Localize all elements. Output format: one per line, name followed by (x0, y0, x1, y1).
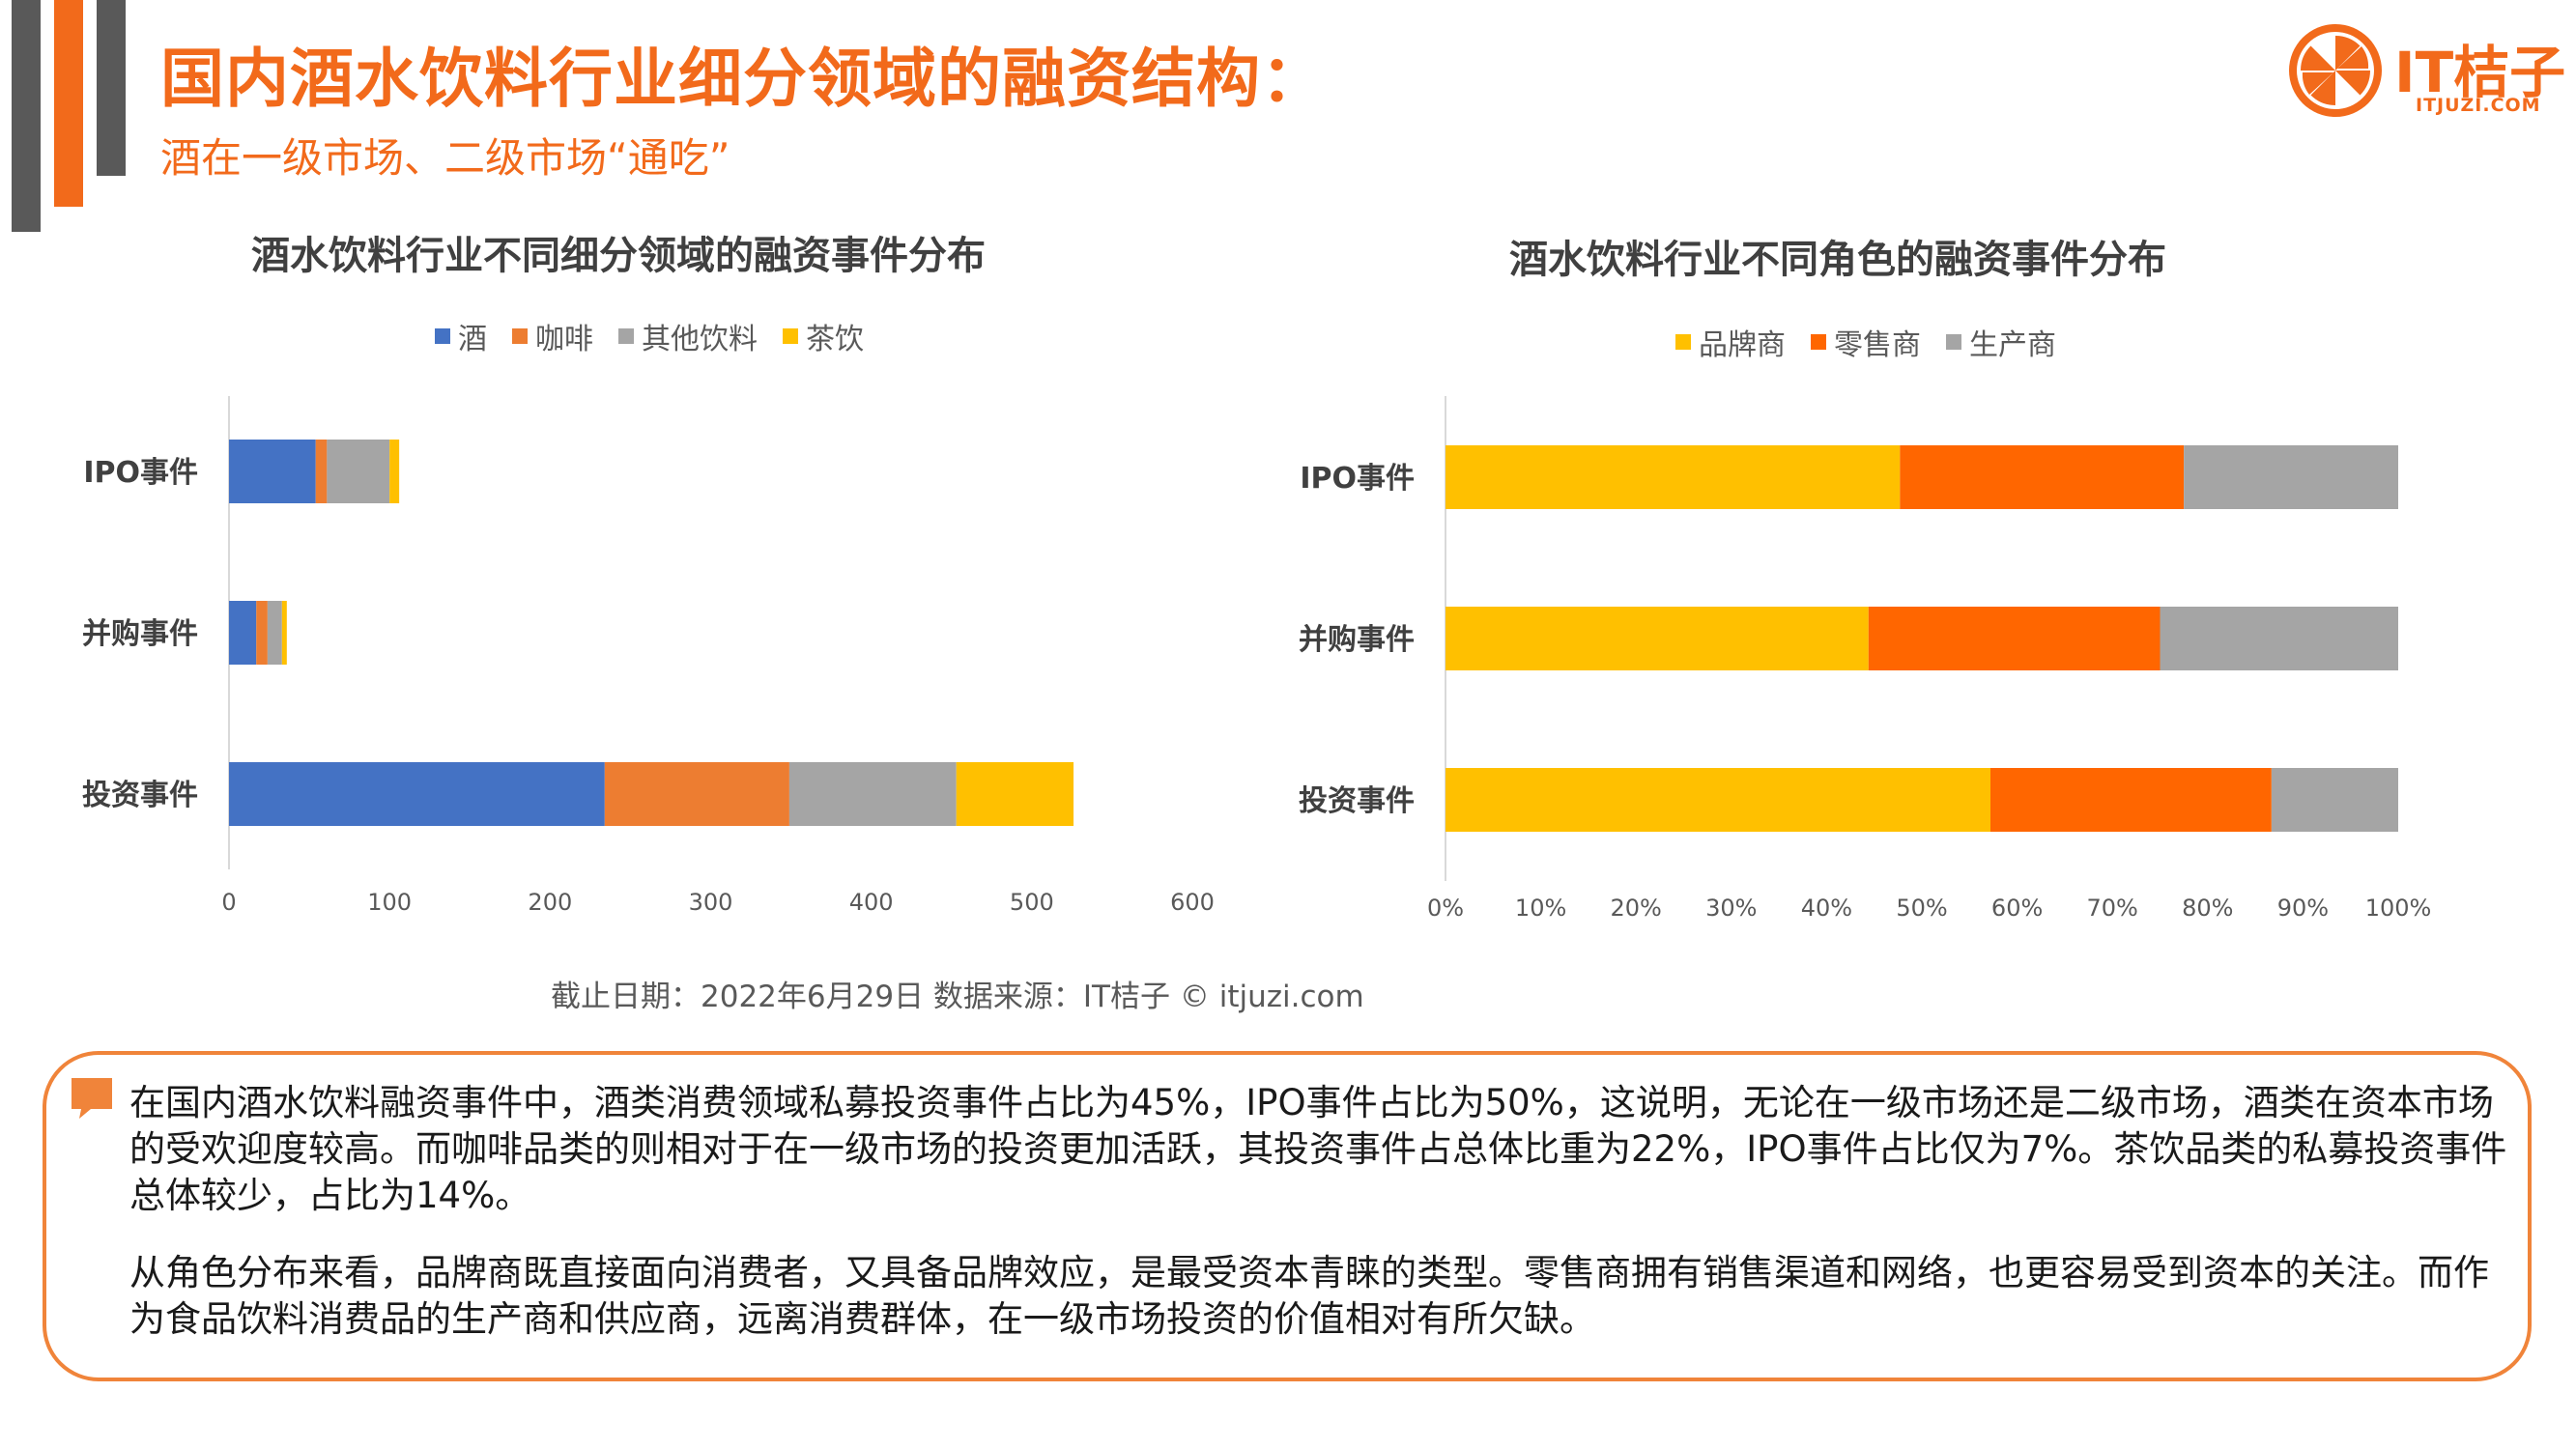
legend-item-brand: 品牌商 (1675, 321, 1786, 363)
chart-0-bar-2-2 (788, 762, 957, 826)
chart-0-bar-0-1 (315, 440, 328, 503)
chart-0-x-tick-label: 200 (528, 889, 572, 916)
chart-left-legend: 酒 咖啡 其他饮料 茶饮 (435, 315, 864, 357)
chart-1-x-tick-label: 70% (2087, 895, 2138, 922)
chart-1-x-tick-label: 100% (2365, 895, 2432, 922)
chart-1-x-tick-label: 10% (1515, 895, 1566, 922)
legend-swatch (618, 328, 634, 344)
chart-0-bar-2-1 (604, 762, 789, 826)
header-bar-gray-left (12, 0, 41, 232)
chart-1-x-tick-label: 0% (1427, 895, 1464, 922)
orange-slice-icon (2289, 24, 2382, 117)
chart-1-x-tick-label: 60% (1991, 895, 2043, 922)
page-subtitle: 酒在一级市场、二级市场“通吃” (160, 134, 730, 182)
legend-swatch (783, 328, 798, 344)
legend-item-wine: 酒 (435, 315, 487, 357)
chart-right-legend: 品牌商 零售商 生产商 (1675, 321, 2056, 363)
chart-1-bar-0-2 (2184, 445, 2398, 509)
chart-1-bar-1-1 (1868, 607, 2161, 670)
header-bar-gray-right (97, 0, 126, 176)
chart-1-x-tick-label: 40% (1801, 895, 1852, 922)
page-title: 国内酒水饮料行业细分领域的融资结构： (160, 42, 1326, 116)
chart-1-bar-2-1 (1989, 768, 2272, 832)
legend-label: 咖啡 (535, 323, 593, 356)
chart-0-x-tick-label: 600 (1170, 889, 1215, 916)
legend-label: 其他饮料 (642, 323, 758, 356)
chart-0-bar-2-3 (956, 762, 1074, 826)
chart-1-bar-0-0 (1445, 445, 1901, 509)
chart-1-category-label: 投资事件 (1299, 784, 1415, 818)
header-bar-orange (54, 0, 83, 207)
chart-0-x-tick-label: 500 (1010, 889, 1054, 916)
chart-0-bar-2-0 (229, 762, 605, 826)
chart-0-bar-1-0 (229, 601, 257, 665)
legend-label: 零售商 (1834, 328, 1921, 362)
legend-swatch (1811, 334, 1826, 350)
chart-0-x-tick-label: 0 (221, 889, 236, 916)
chart-right-title: 酒水饮料行业不同角色的融资事件分布 (1509, 238, 2166, 282)
chart-footnote: 截止日期：2022年6月29日 数据来源：IT桔子 © itjuzi.com (551, 980, 1364, 1014)
chart-1-bar-2-0 (1445, 768, 1990, 832)
legend-item-other-drinks: 其他饮料 (618, 315, 758, 357)
logo-domain: ITJUZI.COM (2416, 95, 2541, 116)
legend-item-retailer: 零售商 (1811, 321, 1921, 363)
chart-1-bar-2-2 (2271, 768, 2398, 832)
chart-0-x-tick-label: 100 (367, 889, 412, 916)
logo-text: IT桔子 (2394, 40, 2566, 105)
chart-0-bar-1-3 (281, 601, 287, 665)
summary-paragraph-2: 从角色分布来看，品牌商既直接面向消费者，又具备品牌效应，是最受资本青睐的类型。零… (129, 1252, 2489, 1340)
legend-swatch (1946, 334, 1961, 350)
summary-paragraph-1: 在国内酒水饮料融资事件中，酒类消费领域私募投资事件占比为45%，IPO事件占比为… (129, 1082, 2507, 1216)
chart-0-bar-0-3 (389, 440, 400, 503)
legend-swatch (435, 328, 450, 344)
chart-1-bar-1-2 (2160, 607, 2398, 670)
chart-0-x-tick-label: 400 (849, 889, 894, 916)
chart-0-bar-1-2 (267, 601, 282, 665)
summary-box (43, 1051, 2532, 1381)
chart-0-category-label: 并购事件 (82, 617, 198, 651)
chart-1-x-tick-label: 50% (1896, 895, 1947, 922)
chart-1-x-tick-label: 90% (2277, 895, 2329, 922)
legend-label: 茶饮 (806, 323, 864, 356)
chart-0-category-label: IPO事件 (83, 456, 198, 490)
chart-1-category-label: IPO事件 (1300, 462, 1415, 496)
legend-item-producer: 生产商 (1946, 321, 2056, 363)
legend-item-tea: 茶饮 (783, 315, 864, 357)
chart-1-x-tick-label: 30% (1705, 895, 1757, 922)
chart-left-title: 酒水饮料行业不同细分领域的融资事件分布 (251, 234, 986, 278)
speech-bubble-icon (72, 1078, 112, 1119)
legend-swatch (512, 328, 528, 344)
chart-1-bar-1-0 (1445, 607, 1869, 670)
chart-1-x-tick-label: 80% (2182, 895, 2233, 922)
chart-0-bar-0-2 (327, 440, 390, 503)
chart-0-bar-1-1 (256, 601, 268, 665)
legend-swatch (1675, 334, 1691, 350)
chart-0-category-label: 投资事件 (82, 779, 198, 812)
legend-label: 酒 (458, 323, 487, 356)
chart-1-category-label: 并购事件 (1299, 623, 1415, 657)
legend-label: 品牌商 (1699, 328, 1786, 362)
legend-label: 生产商 (1969, 328, 2056, 362)
chart-0-bar-0-0 (229, 440, 316, 503)
chart-1-x-tick-label: 20% (1611, 895, 1662, 922)
chart-1-bar-0-1 (1900, 445, 2185, 509)
chart-0-x-tick-label: 300 (689, 889, 733, 916)
legend-item-coffee: 咖啡 (512, 315, 593, 357)
